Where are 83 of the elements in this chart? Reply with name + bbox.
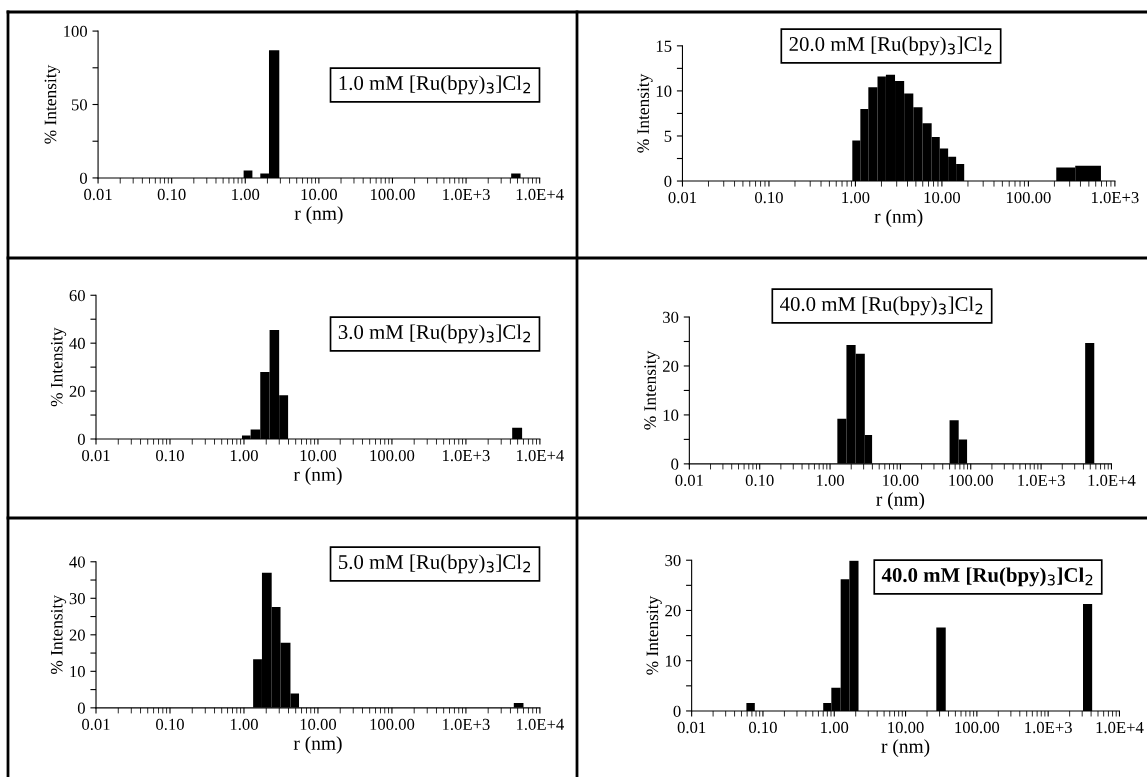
x-tick-label: 0.01 xyxy=(668,191,697,204)
y-tick-label: 0 xyxy=(77,702,85,714)
x-axis-title: r (nm) xyxy=(881,739,930,757)
x-tick-label: 0.10 xyxy=(745,474,774,487)
y-tick-label: 20 xyxy=(69,629,85,641)
x-tick-label: 0.01 xyxy=(82,449,110,462)
x-tick-label: 0.10 xyxy=(157,188,186,201)
x-tick-label: 10.00 xyxy=(301,188,337,201)
y-tick-label: 0 xyxy=(77,433,85,445)
annotation: 3.0 mM [Ru(bpy)$_{3}$]Cl$_{2}$ xyxy=(338,324,531,344)
x-tick-label: 0.10 xyxy=(156,718,184,731)
x-tick-label: 0.01 xyxy=(675,474,703,487)
x-tick-label: 10.00 xyxy=(888,721,924,734)
y-tick-label: 0 xyxy=(664,175,672,187)
y-tick-label: 50 xyxy=(71,99,88,111)
y-tick-label: 60 xyxy=(69,289,85,302)
x-tick-label: 100.00 xyxy=(1006,191,1051,204)
x-tick-label: 1.00 xyxy=(816,474,844,487)
x-axis-title: r (nm) xyxy=(293,736,342,754)
y-tick-label: 10 xyxy=(666,655,681,667)
x-tick-label: 1.0E+3 xyxy=(1018,474,1065,487)
y-tick-label: 0 xyxy=(671,458,679,470)
y-tick-label: 10 xyxy=(663,409,679,421)
text: 40.0 mM [Ru(bpy)$_{3}$]Cl$_{2}$ xyxy=(780,296,983,316)
x-tick-label: 10.00 xyxy=(883,474,919,487)
x-tick-label: 1.0E+3 xyxy=(443,449,490,462)
x-tick-label: 1.00 xyxy=(232,188,260,201)
x-tick-label: 100.00 xyxy=(949,474,994,487)
x-tick-label: 1.0E+4 xyxy=(516,188,564,201)
y-tick-label: 100 xyxy=(64,25,88,38)
x-tick-label: 1.00 xyxy=(230,718,258,731)
x-tick-label: 100.00 xyxy=(370,718,415,731)
y-tick-label: 20 xyxy=(663,360,679,372)
x-tick-label: 0.01 xyxy=(82,718,110,731)
annotation: 1.0 mM [Ru(bpy)$_{3}$]Cl$_{2}$ xyxy=(339,75,531,95)
x-tick-label: 0.10 xyxy=(156,449,184,462)
x-tick-label: 0.10 xyxy=(755,191,783,204)
y-axis-title: % Intensity xyxy=(50,327,67,407)
x-tick-label: 0.01 xyxy=(84,188,112,201)
x-tick-label: 100.00 xyxy=(371,188,415,201)
x-tick-label: 100.00 xyxy=(370,449,415,462)
y-tick-label: 10 xyxy=(656,85,672,97)
x-tick-label: 1.0E+3 xyxy=(443,718,490,731)
annotation: 40.0 mM [Ru(bpy)$_{3}$]Cl$_{2}$ xyxy=(881,567,1093,587)
x-tick-label: 1.0E+4 xyxy=(516,718,565,731)
y-tick-label: 40 xyxy=(69,556,85,568)
x-tick-label: 10.00 xyxy=(300,718,337,731)
x-tick-label: 1.0E+4 xyxy=(1088,474,1136,487)
y-tick-label: 20 xyxy=(665,605,681,617)
x-axis-title: r (nm) xyxy=(874,209,923,227)
x-tick-label: 1.0E+3 xyxy=(1091,191,1139,204)
y-tick-label: 30 xyxy=(665,554,681,567)
y-tick-label: 0 xyxy=(673,705,681,717)
x-axis-title: r (nm) xyxy=(293,467,342,485)
x-tick-label: 1.0E+4 xyxy=(1096,721,1144,734)
y-tick-label: 30 xyxy=(663,311,679,323)
annotation: 5.0 mM [Ru(bpy)$_{3}$]Cl$_{2}$ xyxy=(339,554,531,574)
y-tick-label: 20 xyxy=(69,385,85,398)
y-tick-label: 40 xyxy=(69,337,85,350)
x-tick-label: 1.00 xyxy=(230,449,258,462)
y-axis-title: % Intensity xyxy=(44,64,60,144)
x-tick-label: 0.10 xyxy=(749,721,777,734)
y-tick-label: 30 xyxy=(69,592,85,605)
y-axis-title: % Intensity xyxy=(644,350,660,430)
y-axis-title: % Intensity xyxy=(50,595,67,674)
y-tick-label: 10 xyxy=(70,666,85,678)
x-axis-title: r (nm) xyxy=(876,492,925,510)
x-tick-label: 100.00 xyxy=(955,721,1000,734)
y-tick-label: 15 xyxy=(656,40,672,52)
x-tick-label: 1.0E+3 xyxy=(1025,721,1072,734)
x-tick-label: 10.00 xyxy=(924,191,961,204)
annotation: 20.0 mM [Ru(bpy)$_{3}$]Cl$_{2}$ xyxy=(789,36,992,56)
y-tick-label: 5 xyxy=(664,130,672,142)
y-axis-title: % Intensity xyxy=(646,595,662,675)
x-tick-label: 10.00 xyxy=(300,449,337,462)
y-axis-title: % Intensity xyxy=(637,73,653,153)
x-tick-label: 0.01 xyxy=(677,721,706,734)
x-tick-label: 1.00 xyxy=(842,191,870,204)
x-tick-label: 1.0E+4 xyxy=(516,449,565,462)
x-tick-label: 1.0E+3 xyxy=(443,188,490,201)
y-tick-label: 0 xyxy=(79,172,88,184)
x-axis-title: r (nm) xyxy=(294,206,343,224)
x-tick-label: 1.00 xyxy=(821,721,849,734)
